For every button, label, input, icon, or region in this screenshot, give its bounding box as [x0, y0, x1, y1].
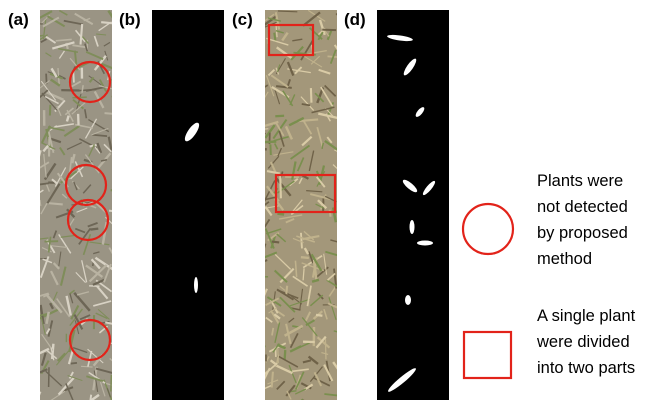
- legend-text: by proposed: [537, 224, 628, 242]
- texture: [111, 375, 112, 392]
- panel-label: (a): [8, 10, 29, 29]
- texture: [111, 190, 132, 191]
- texture: [257, 133, 265, 143]
- texture: [27, 24, 42, 25]
- texture: [301, 233, 302, 249]
- legend-text: into two parts: [537, 359, 635, 377]
- texture: [72, 97, 86, 98]
- texture: [325, 337, 326, 359]
- texture: [311, 88, 312, 103]
- texture: [71, 363, 77, 364]
- legend-text: Plants were: [537, 172, 623, 190]
- field-image-c: [247, 10, 352, 400]
- texture: [278, 349, 279, 363]
- texture: [67, 116, 69, 122]
- panel-label: (b): [119, 10, 141, 29]
- texture: [90, 395, 91, 400]
- texture: [285, 350, 286, 360]
- figure: (a) (b) (c) (d) Plants were not detected b…: [0, 0, 670, 400]
- texture: [247, 149, 267, 150]
- texture: [40, 200, 41, 206]
- texture: [39, 183, 48, 184]
- legend-text: not detected: [537, 198, 628, 216]
- legend-text: were divided: [536, 333, 630, 351]
- texture: [36, 392, 40, 400]
- texture: [302, 104, 310, 105]
- texture: [272, 372, 273, 388]
- texture: [327, 56, 345, 57]
- texture: [81, 366, 93, 367]
- mask-image-b: [152, 10, 224, 400]
- mask-image-d: [377, 10, 449, 400]
- panel-label: (c): [232, 10, 253, 29]
- texture: [272, 242, 279, 243]
- texture: [322, 30, 336, 31]
- texture: [90, 229, 98, 230]
- texture: [280, 175, 281, 198]
- texture: [112, 96, 116, 109]
- panel-label: (d): [344, 10, 366, 29]
- texture: [251, 260, 267, 266]
- texture: [253, 142, 276, 143]
- texture: [256, 346, 266, 348]
- texture: [37, 150, 41, 163]
- legend-text: method: [537, 250, 592, 268]
- legend-text: A single plant: [537, 307, 636, 325]
- field-image-a: [23, 10, 132, 400]
- texture: [277, 214, 284, 215]
- legend: Plants were not detected by proposed method…: [536, 172, 636, 377]
- texture: [330, 210, 331, 217]
- texture: [301, 257, 309, 258]
- texture: [105, 113, 114, 114]
- texture: [316, 315, 322, 316]
